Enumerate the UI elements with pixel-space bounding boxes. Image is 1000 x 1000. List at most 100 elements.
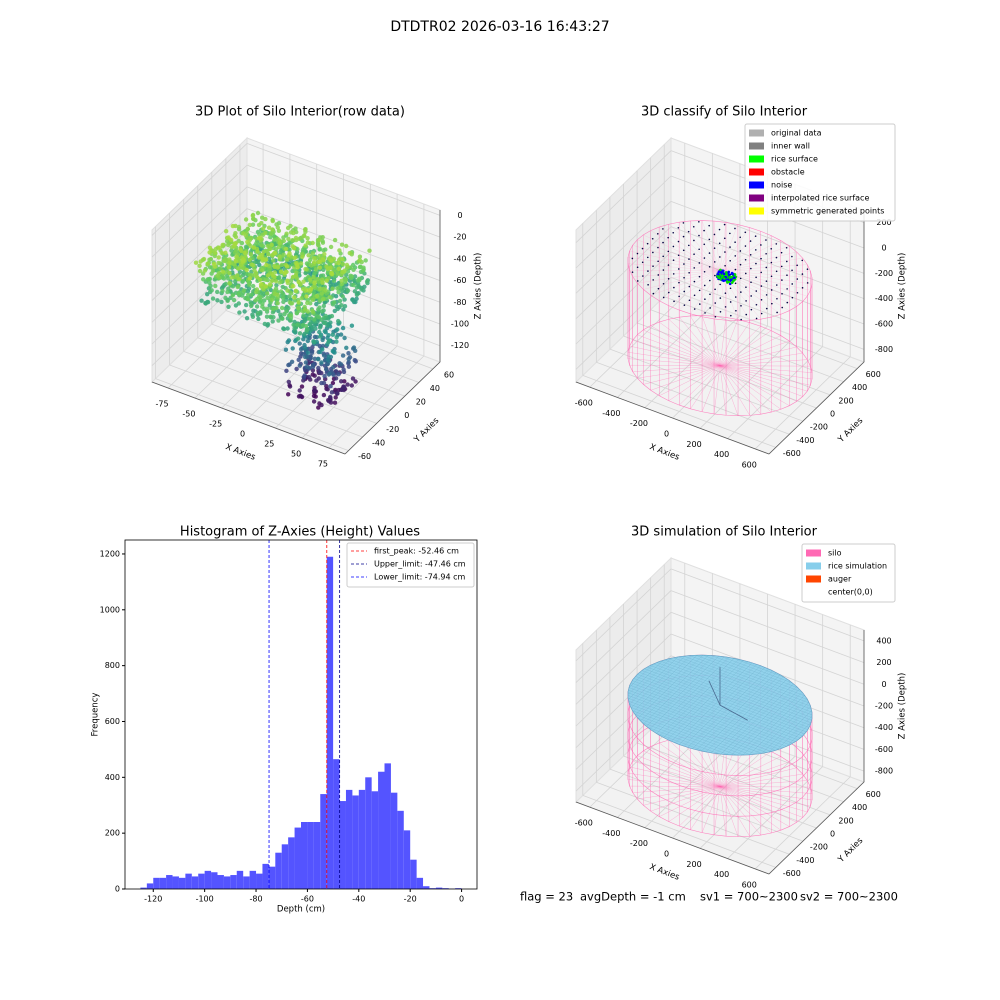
surface-point [703,229,705,232]
silo-floor-line [701,315,721,366]
surface-point [646,242,649,245]
surface-point [698,248,700,251]
point [193,260,199,265]
legend-swatch [806,562,821,570]
point [305,309,310,314]
bar [256,873,263,889]
point [317,325,323,330]
surface-point [708,238,711,241]
point [351,345,357,350]
surface-point [688,299,691,302]
point [315,276,320,282]
surface-point [781,306,783,309]
point-cloud [193,210,372,410]
y-tick-label: 1000 [100,605,120,614]
point [335,391,340,396]
point [279,316,285,321]
point [290,346,295,351]
point [203,300,208,306]
rice-mesh-line [785,722,812,747]
rice-mesh-line [755,702,810,755]
chart-title: Histogram of Z-Axies (Height) Values [180,525,420,540]
point [269,242,274,248]
surface-point [755,276,757,279]
silo-floor-line [668,319,721,366]
point [268,287,273,293]
point [334,335,339,340]
surface-point [765,294,768,296]
point [250,213,255,218]
point [303,227,308,232]
x-tick-label: 0 [664,430,669,439]
surface-point [806,268,809,270]
silo-roof-line [629,250,721,271]
point [296,300,301,305]
point [220,288,225,294]
point [290,274,296,280]
point [345,382,350,387]
legend-label: center(0,0) [828,588,873,597]
point [303,360,309,365]
surface-point [677,240,680,243]
surface-point [677,254,680,257]
legend-label: rice simulation [828,562,887,571]
x-tick-label: -20 [404,895,417,904]
surface-point [750,281,752,284]
point [289,278,294,283]
surface-point [708,252,711,254]
z-tick-label: -60 [453,276,466,285]
surface-point [662,241,664,244]
surface-point [770,261,773,264]
surface-point [667,236,669,239]
point [242,309,247,314]
silo-floor-line [719,326,761,366]
grid-line [301,345,398,439]
point [352,289,358,294]
point [343,277,349,283]
surface-point [688,272,690,274]
silo-roof-line [719,240,781,271]
surface-point [713,233,716,236]
point [263,284,268,289]
surface-point [641,247,644,250]
bar [294,827,301,889]
point [219,299,224,305]
point [308,286,314,292]
surface-point [672,231,675,234]
point [201,256,207,262]
point [212,250,218,255]
silo-roof-line [719,222,727,271]
point [341,367,346,372]
silo-floor-line [719,352,803,366]
silo-floor-line [659,365,721,396]
point [201,277,206,282]
rice-mesh-line [692,670,773,749]
point [338,332,344,337]
point [247,257,252,262]
point [336,318,341,324]
point [199,298,204,303]
point [353,379,358,384]
classified-points [627,220,813,417]
z-tick-label: -800 [875,345,893,354]
legend-label: interpolated rice surface [771,194,869,203]
y-tick-label: 400 [852,803,867,812]
point [247,222,252,228]
point [351,282,356,288]
silo-floor-line [629,345,721,366]
rice-mesh-line [668,658,813,713]
legend-label: first_peak: -52.46 cm [374,547,459,556]
silo-floor-line [690,365,721,409]
point [330,271,335,277]
point [297,331,303,336]
point [333,395,338,400]
rice-mesh-line [742,695,805,756]
y-tick-label: -20 [386,425,399,434]
surface-point [765,252,767,255]
point [280,295,286,301]
point [207,250,212,255]
silo-floor-line [668,786,721,822]
point [316,365,321,371]
surface-point [703,257,706,259]
surface-point [765,280,768,282]
